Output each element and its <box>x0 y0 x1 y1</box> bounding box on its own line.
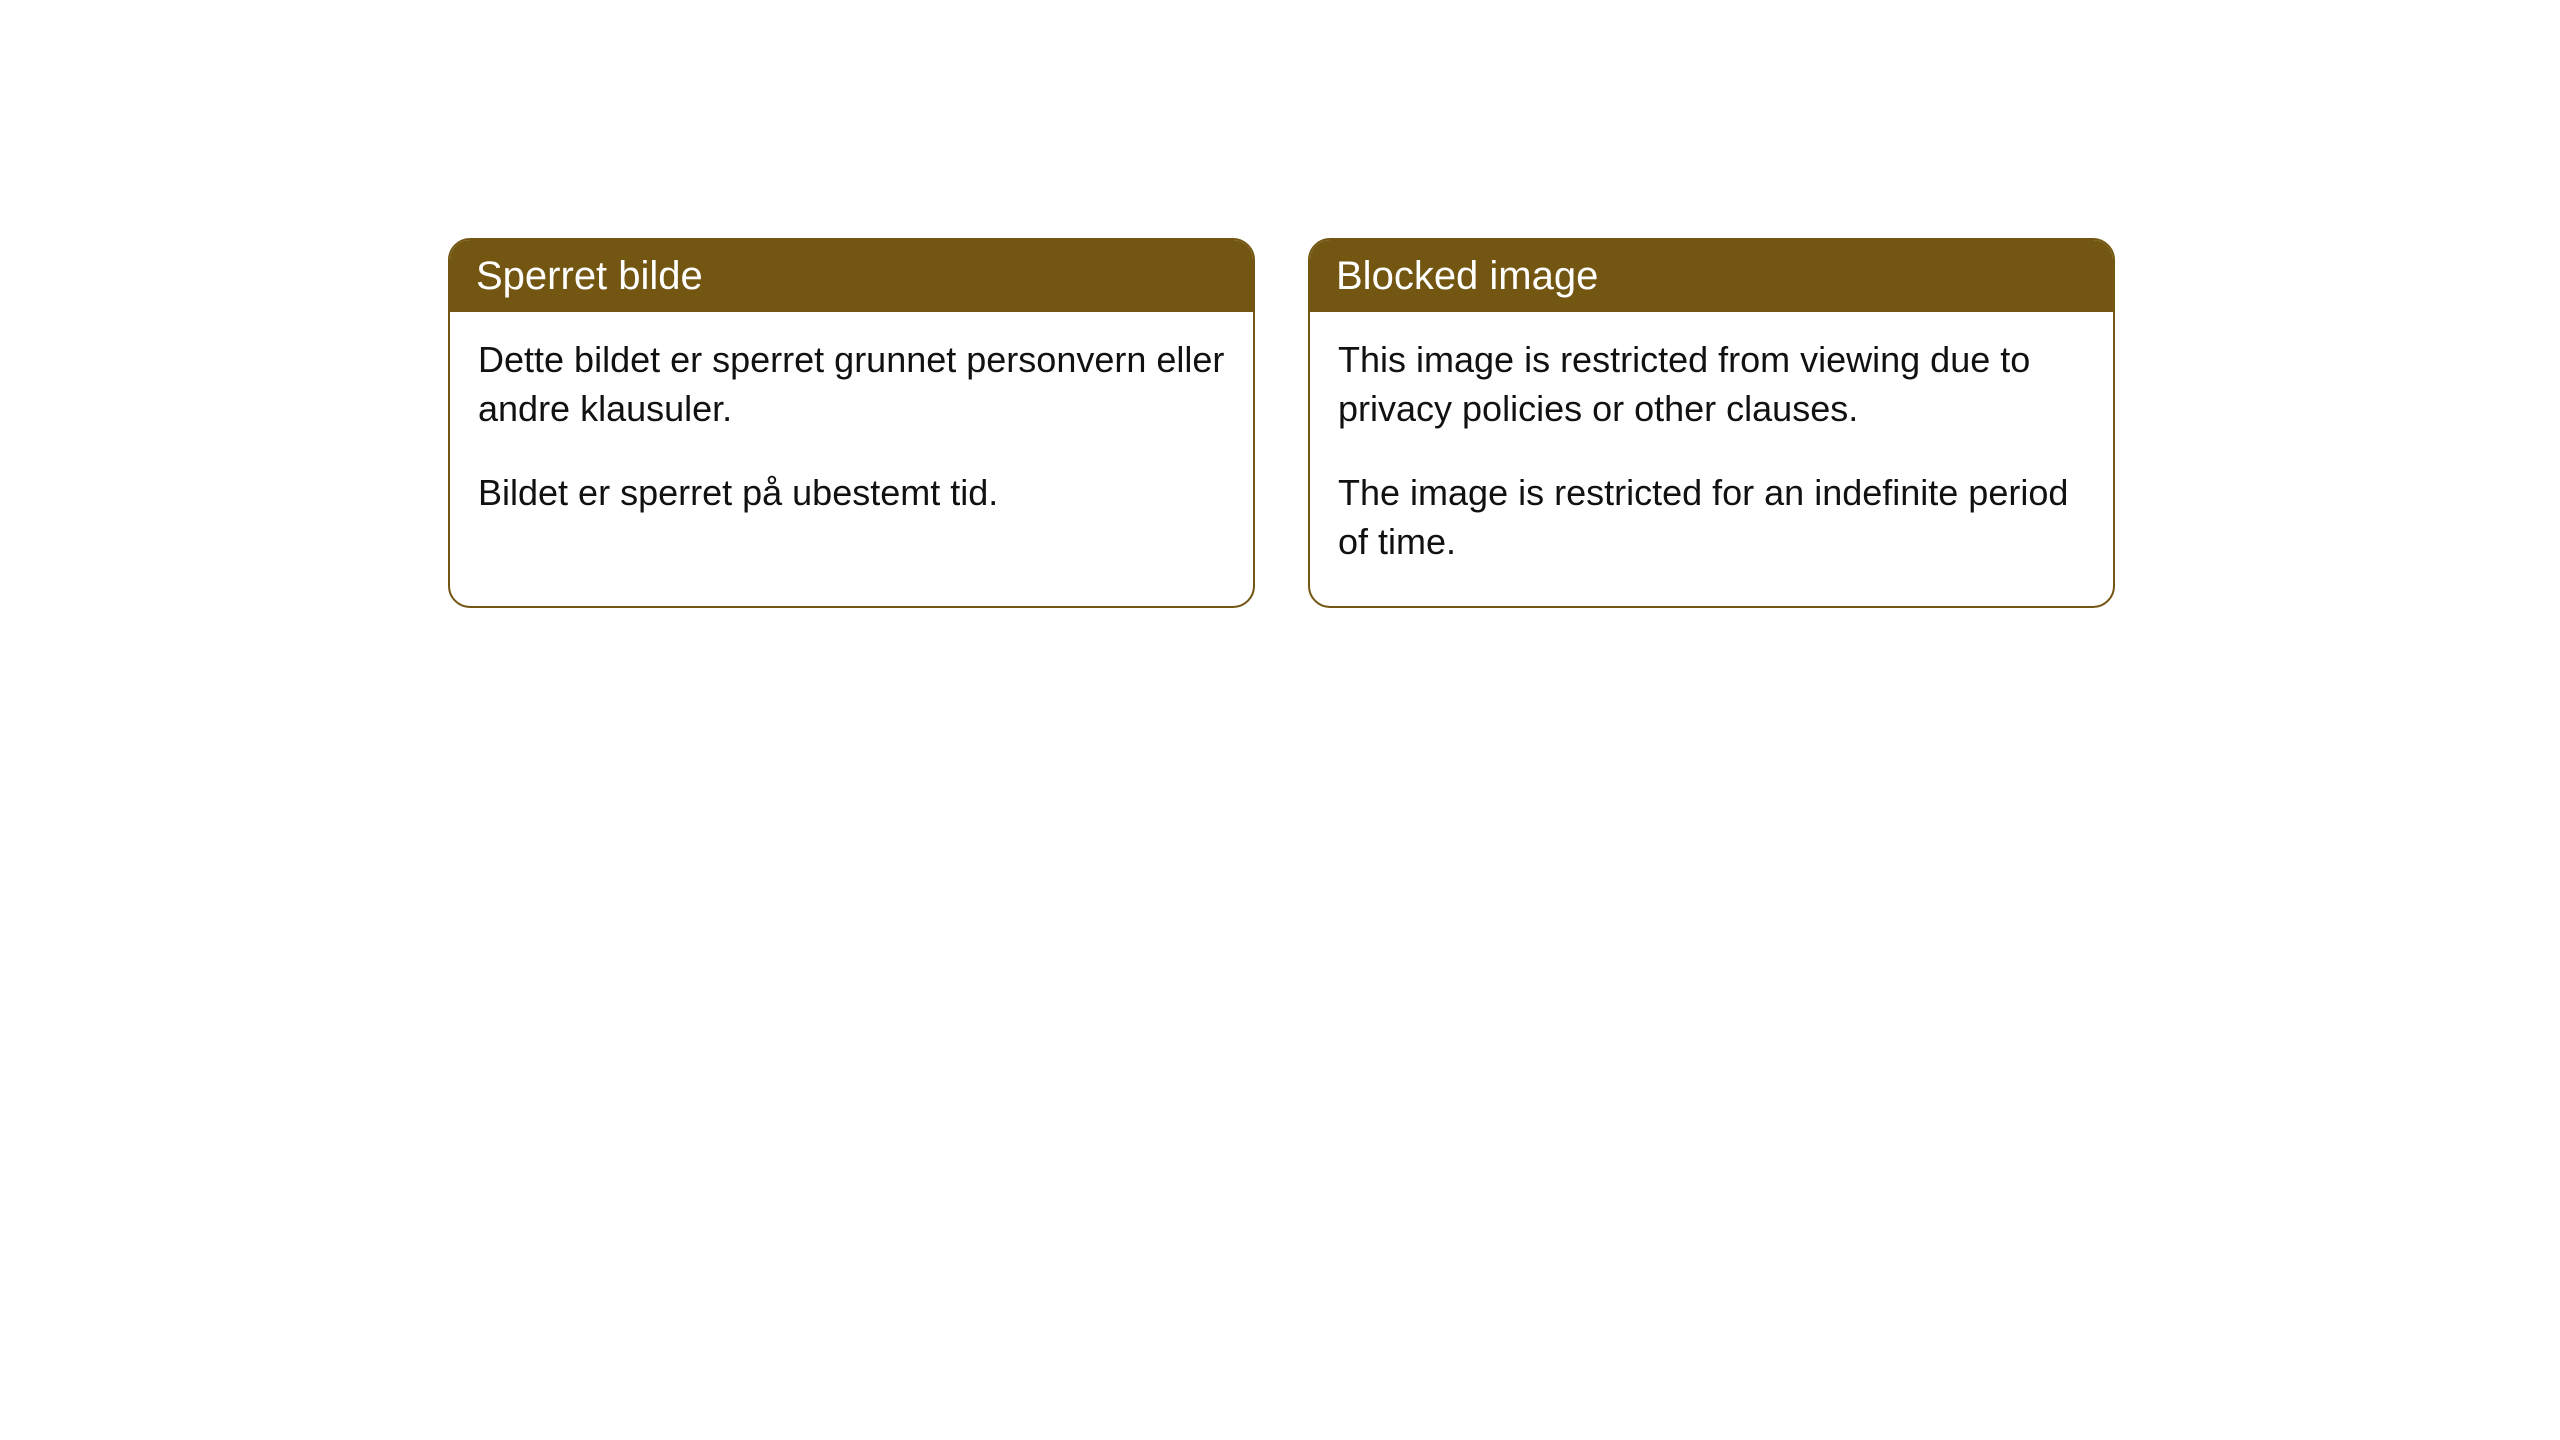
blocked-image-card-no: Sperret bilde Dette bildet er sperret gr… <box>448 238 1255 608</box>
card-header-en: Blocked image <box>1310 240 2113 312</box>
card-paragraph-en-2: The image is restricted for an indefinit… <box>1338 469 2085 566</box>
notice-container: Sperret bilde Dette bildet er sperret gr… <box>448 238 2115 608</box>
card-header-no: Sperret bilde <box>450 240 1253 312</box>
card-body-no: Dette bildet er sperret grunnet personve… <box>450 312 1253 558</box>
blocked-image-card-en: Blocked image This image is restricted f… <box>1308 238 2115 608</box>
card-paragraph-no-2: Bildet er sperret på ubestemt tid. <box>478 469 1225 518</box>
card-paragraph-en-1: This image is restricted from viewing du… <box>1338 336 2085 433</box>
card-body-en: This image is restricted from viewing du… <box>1310 312 2113 606</box>
card-paragraph-no-1: Dette bildet er sperret grunnet personve… <box>478 336 1225 433</box>
